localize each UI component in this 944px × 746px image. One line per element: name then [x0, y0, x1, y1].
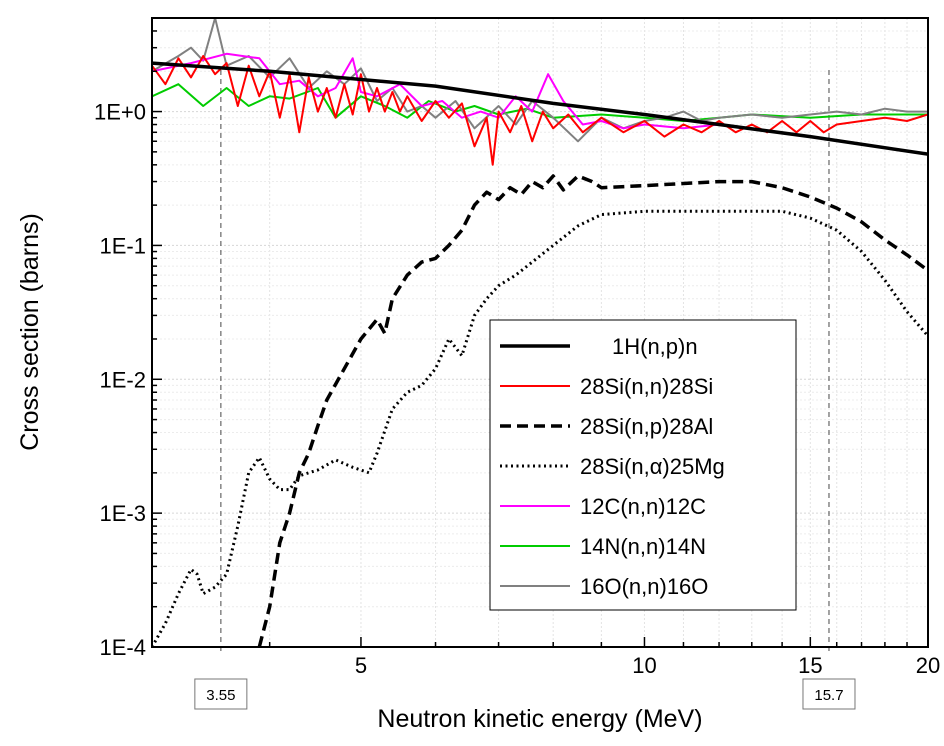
x-axis-title: Neutron kinetic energy (MeV): [377, 705, 702, 733]
y-tick-label: 1E-4: [100, 635, 146, 660]
x-tick-label: 10: [632, 653, 656, 678]
y-tick-label: 1E-3: [100, 501, 146, 526]
x-tick-label: 20: [916, 653, 940, 678]
legend-label-16o-n-n-16o: 16O(n,n)16O: [580, 574, 708, 599]
annotation-boxes: 3.55 15.7: [194, 678, 856, 710]
series-line-1h-n-p-n: [152, 61, 928, 156]
annotation-box: [194, 678, 248, 710]
y-axis-title: Cross section (barns): [16, 213, 44, 451]
y-tick-label: 1E-1: [100, 233, 146, 258]
legend-label-28si-n-n-28si: 28Si(n,n)28Si: [580, 374, 713, 399]
x-tick-label: 15: [798, 653, 822, 678]
x-tick-label: 5: [355, 653, 367, 678]
axis-ticks: [152, 17, 929, 648]
legend-label-28si-n-p-28al: 28Si(n,p)28Al: [580, 414, 713, 439]
tick-labels: 5 10 15 20 1E-4 1E-3 1E-2 1E-1 1E+0: [94, 100, 940, 678]
plot-frame: [151, 17, 929, 648]
annotation-label: 15.7: [814, 687, 843, 704]
y-tick-label: 1E-2: [100, 367, 146, 392]
series-line-28si-n-p-28al: [257, 174, 928, 647]
series-layer: [152, 18, 928, 647]
legend-label-1h-n-p-n: 1H(n,p)n: [612, 334, 698, 359]
legend-label-14n-n-n-14n: 14N(n,n)14N: [580, 534, 706, 559]
annotation-lines: [220, 70, 830, 651]
annotation-label: 3.55: [206, 687, 235, 704]
legend: 1H(n,p)n 28Si(n,n)28Si 28Si(n,p)28Al 28Si(n…: [489, 319, 797, 611]
legend-label-12c-n-n-12c: 12C(n,n)12C: [580, 494, 706, 519]
series-line-28si-n-25mg: [152, 209, 928, 647]
annotation-box: [802, 678, 856, 710]
legend-label-28si-n-25mg: 28Si(n,α)25Mg: [580, 454, 725, 479]
legend-box: [489, 319, 797, 611]
y-tick-label: 1E+0: [94, 100, 146, 125]
